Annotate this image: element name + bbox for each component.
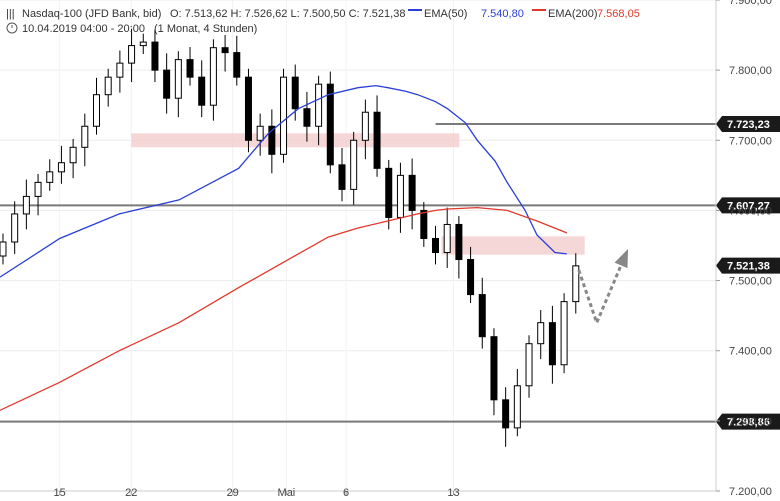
- resistance-zone: [131, 133, 460, 148]
- ema50-legend-label: EMA(50): [424, 8, 467, 20]
- ema200-legend-value: 7.568,05: [597, 8, 640, 20]
- candle-body: [350, 139, 358, 190]
- candle-body: [338, 164, 346, 190]
- candle-body: [361, 111, 369, 141]
- candle-body: [572, 265, 580, 303]
- projection-path: [577, 251, 628, 327]
- candle-body: [34, 181, 42, 197]
- x-axis: 15 22 29 Mai 6 13: [0, 487, 716, 499]
- candle-body: [209, 47, 217, 106]
- candle-body: [244, 76, 252, 141]
- candle-body: [303, 108, 311, 127]
- x-tick-label: 22: [125, 487, 137, 499]
- ema-lines: [0, 84, 568, 411]
- y-tick-label: 7.600,00: [729, 205, 772, 217]
- candle-body: [408, 174, 416, 211]
- candle-body: [22, 195, 30, 215]
- x-tick-label: 15: [54, 487, 66, 499]
- candle-body: [396, 174, 404, 218]
- candle-body: [525, 343, 533, 387]
- candle-body: [46, 171, 54, 183]
- candle-body: [420, 209, 428, 239]
- candle-body: [548, 322, 556, 366]
- candle-body: [11, 213, 19, 243]
- candle-body: [256, 125, 264, 141]
- candle-body: [560, 301, 568, 366]
- resistance-zone: [441, 236, 585, 255]
- x-tick-label: 29: [227, 487, 239, 499]
- candle-body: [69, 146, 77, 164]
- ema50-legend-swatch: [408, 9, 422, 11]
- candle-body: [93, 94, 101, 127]
- candle-body: [268, 125, 276, 155]
- y-axis: 7.900,00 7.800,00 7.700,00 7.600,00 7.500,00…: [715, 0, 772, 498]
- instrument-label: Nasdaq-100 (JFD Bank, bid): [22, 8, 161, 20]
- y-tick-label: 7.200,00: [729, 486, 772, 498]
- clock-icon: [6, 22, 18, 34]
- ema50-line: [0, 84, 567, 278]
- candle-body: [490, 336, 498, 401]
- x-tick-label: Mai: [278, 487, 296, 499]
- y-tick-label: 7.900,00: [729, 0, 772, 7]
- price-tag-label: 7.607,27: [727, 200, 770, 212]
- candle-body: [128, 45, 136, 64]
- x-tick-label: 13: [447, 487, 459, 499]
- ema200-legend-label: EMA(200): [548, 8, 598, 20]
- candle-body: [455, 223, 463, 261]
- price-tag: [716, 115, 780, 132]
- x-tick-label: 6: [343, 487, 349, 499]
- candle-body: [513, 385, 521, 429]
- price-tag: [716, 257, 780, 274]
- candle-body: [432, 237, 440, 254]
- price-tag: [716, 413, 780, 430]
- price-tag-label: 7.723,23: [727, 119, 770, 131]
- candle-body: [198, 76, 206, 106]
- candle-body: [443, 223, 451, 254]
- projection-arrow: [577, 248, 629, 327]
- candle-body: [139, 41, 147, 47]
- date-range: 10.04.2019 04:00 - 20:00: [22, 23, 145, 35]
- ohlc-values: O: 7.513,62 H: 7.526,62 L: 7.500,50 C: 7…: [170, 8, 405, 20]
- candle-body: [186, 59, 194, 78]
- price-tag-label: 7.521,38: [727, 261, 770, 273]
- bars-icon: |||: [6, 8, 15, 20]
- candle-body: [326, 83, 334, 166]
- candle-body: [233, 52, 241, 78]
- period-label: (1 Monat, 4 Stunden): [154, 23, 257, 35]
- candle-body: [467, 259, 475, 296]
- candle-body: [502, 399, 510, 429]
- candle-body: [174, 59, 182, 99]
- candle-body: [81, 125, 89, 148]
- candlesticks: [0, 28, 580, 447]
- candle-body: [373, 111, 381, 169]
- candle-body: [116, 62, 124, 78]
- candle-body: [315, 83, 323, 127]
- candle-body: [537, 322, 545, 345]
- price-tag: [716, 197, 780, 214]
- candle-body: [385, 167, 393, 218]
- candle-body: [280, 76, 288, 155]
- ema50-legend-value: 7.540,80: [481, 8, 524, 20]
- chart-header: ||| Nasdaq-100 (JFD Bank, bid) O: 7.513,…: [6, 8, 640, 35]
- y-tick-label: 7.700,00: [729, 135, 772, 147]
- ema200-line: [0, 206, 568, 411]
- candle-body: [104, 76, 112, 96]
- candle-body: [478, 294, 486, 338]
- candle-body: [57, 162, 65, 173]
- candle-body: [221, 47, 229, 54]
- ema200-legend-swatch: [532, 9, 546, 11]
- candle-body: [291, 76, 299, 110]
- candle-body: [0, 241, 7, 257]
- price-tag-label: 7.298,86: [727, 417, 770, 429]
- candle-body: [163, 69, 171, 99]
- y-tick-label: 7.500,00: [729, 276, 772, 288]
- y-tick-label: 7.800,00: [729, 65, 772, 77]
- candle-body: [151, 41, 159, 71]
- projection-arrowhead: [614, 248, 629, 269]
- horizontal-levels: 7.723,23 7.607,27 7.521,38 7.298,86: [0, 115, 780, 430]
- y-tick-label: 7.300,00: [729, 416, 772, 428]
- y-tick-label: 7.400,00: [729, 346, 772, 358]
